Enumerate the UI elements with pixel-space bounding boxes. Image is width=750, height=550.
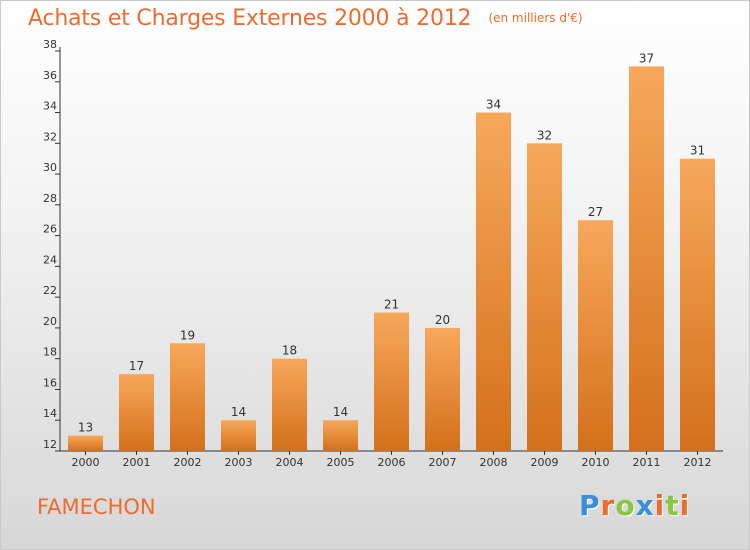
bar-2008 — [476, 112, 511, 452]
y-axis: 12 14 16 18 20 22 24 26 28 30 32 34 36 38 — [43, 38, 61, 452]
bar-value-label: 13 — [78, 421, 93, 435]
y-tick-label: 28 — [43, 192, 57, 205]
chart-subtitle: (en milliers d'€) — [488, 11, 583, 25]
x-axis: 2000 2001 2002 2003 2004 2005 2006 2007 2008 2009… — [60, 450, 723, 469]
y-tick-label: 30 — [43, 161, 57, 174]
y-tick-label: 18 — [43, 346, 57, 359]
x-tick-label: 2001 — [123, 456, 151, 469]
y-tick-label: 12 — [43, 438, 57, 451]
logo-letter: i — [679, 489, 691, 522]
bar-value-label: 27 — [588, 205, 603, 219]
bar-value-label: 18 — [282, 344, 297, 358]
x-tick-label: 2006 — [378, 456, 406, 469]
x-tick-label: 2000 — [72, 456, 100, 469]
logo-letter: i — [654, 489, 666, 522]
bar-value-label: 34 — [486, 98, 501, 112]
y-tick-label: 36 — [43, 69, 57, 82]
logo-letter: t — [665, 489, 680, 522]
y-tick-label: 34 — [43, 100, 57, 113]
y-tick-label: 24 — [43, 253, 57, 266]
x-tick-label: 2012 — [684, 456, 712, 469]
x-tick-label: 2010 — [582, 456, 610, 469]
bar-2010 — [578, 220, 613, 451]
title-row: Achats et Charges Externes 2000 à 2012 (… — [28, 6, 583, 31]
bar-2003 — [221, 420, 256, 451]
bar-2009 — [527, 143, 562, 452]
bar-value-label: 37 — [639, 51, 654, 65]
y-tick-label: 16 — [43, 376, 57, 389]
y-tick-label: 26 — [43, 223, 57, 236]
x-tick-label: 2003 — [225, 456, 253, 469]
logo-letter: x — [635, 489, 655, 522]
bar-2007 — [425, 327, 460, 451]
bar-2011 — [629, 66, 664, 451]
logo-letter: P — [579, 489, 601, 522]
bar-2000 — [68, 435, 103, 451]
logo-letter: r — [600, 489, 616, 522]
chart-title: Achats et Charges Externes 2000 à 2012 — [28, 6, 472, 31]
bar-value-label: 31 — [690, 144, 705, 158]
bar-2002 — [170, 343, 205, 451]
bar-2012 — [680, 158, 715, 451]
x-tick-label: 2007 — [429, 456, 457, 469]
bar-value-label: 19 — [180, 328, 195, 342]
bar-2004 — [272, 358, 307, 451]
logo-letter: o — [615, 489, 636, 522]
bar-value-label: 17 — [129, 359, 144, 373]
proxiti-logo[interactable]: Proxiti — [579, 489, 690, 522]
x-tick-label: 2011 — [633, 456, 661, 469]
y-tick-label: 32 — [43, 130, 57, 143]
x-tick-label: 2004 — [276, 456, 304, 469]
data-labels: 13 17 19 14 18 14 21 20 34 32 27 37 31 — [78, 51, 705, 434]
bar-value-label: 21 — [384, 298, 399, 312]
bar-value-label: 32 — [537, 128, 552, 142]
bar-2006 — [374, 312, 409, 451]
bar-2005 — [323, 420, 358, 451]
y-tick-label: 38 — [43, 38, 57, 51]
commune-name: FAMECHON — [37, 495, 156, 519]
bar-2001 — [119, 374, 154, 451]
y-tick-label: 22 — [43, 284, 57, 297]
bar-value-label: 20 — [435, 313, 450, 327]
bars — [68, 66, 715, 452]
bar-value-label: 14 — [333, 405, 348, 419]
x-tick-label: 2005 — [327, 456, 355, 469]
x-tick-label: 2009 — [531, 456, 559, 469]
y-tick-label: 14 — [43, 407, 57, 420]
x-tick-label: 2008 — [480, 456, 508, 469]
bar-value-label: 14 — [231, 405, 246, 419]
y-tick-label: 20 — [43, 315, 57, 328]
x-tick-label: 2002 — [174, 456, 202, 469]
